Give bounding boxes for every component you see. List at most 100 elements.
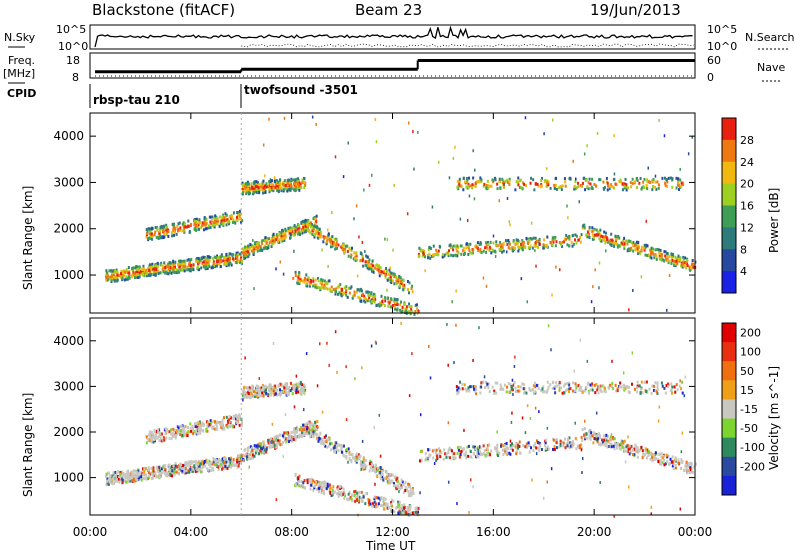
range-cell (369, 502, 372, 506)
range-cell (337, 284, 340, 288)
range-cell (121, 276, 124, 280)
range-cell (386, 473, 389, 477)
range-cell (347, 254, 350, 258)
range-cell (386, 296, 389, 300)
range-cell (504, 449, 507, 453)
range-cell (374, 118, 377, 122)
range-cell (370, 298, 373, 302)
range-cell (329, 240, 332, 244)
range-cell (116, 271, 119, 275)
range-cell (386, 506, 389, 510)
range-cell (267, 385, 270, 389)
range-cell (212, 265, 215, 269)
range-cell (270, 437, 273, 441)
range-cell (395, 478, 398, 482)
range-cell (151, 432, 154, 436)
range-cell (277, 438, 280, 442)
range-cell (251, 245, 254, 249)
range-cell (200, 257, 203, 261)
range-cell (356, 457, 359, 461)
range-cell (204, 464, 207, 468)
range-cell (626, 450, 629, 454)
range-cell (613, 441, 616, 445)
range-cell (238, 209, 241, 213)
range-cell (394, 302, 397, 306)
range-cell (346, 244, 349, 248)
range-cell (483, 182, 486, 186)
range-cell (414, 507, 417, 511)
range-cell (161, 225, 164, 229)
range-cell (412, 130, 414, 134)
range-cell (316, 480, 319, 484)
range-cell (572, 242, 575, 246)
range-cell (325, 438, 328, 442)
range-cell (381, 470, 384, 474)
range-cell (291, 387, 294, 391)
range-cell (228, 215, 231, 219)
range-cell (663, 458, 666, 462)
range-cell (265, 450, 268, 454)
range-cell (247, 456, 250, 460)
range-cell (324, 235, 327, 239)
range-cell (132, 469, 135, 473)
range-cell (612, 241, 615, 245)
range-cell (603, 187, 606, 191)
range-cell (283, 434, 286, 438)
range-cell (356, 288, 359, 292)
range-cell (233, 414, 236, 418)
range-cell (298, 278, 301, 282)
range-cell (536, 245, 539, 249)
colorbar-segment (722, 227, 736, 250)
range-cell (373, 495, 376, 499)
range-cell (232, 218, 235, 222)
range-cell (294, 274, 297, 278)
range-cell (245, 395, 248, 399)
range-cell (354, 252, 357, 256)
range-cell (485, 452, 488, 456)
range-cell (298, 188, 301, 192)
range-cell (465, 456, 468, 460)
range-cell (673, 263, 676, 267)
range-cell (303, 479, 306, 483)
range-cell (296, 430, 299, 434)
range-cell (163, 232, 166, 236)
range-cell (456, 244, 459, 248)
range-cell (380, 468, 383, 472)
range-cell (173, 263, 176, 267)
range-cell (235, 251, 238, 255)
range-cell (553, 187, 556, 191)
range-cell (196, 463, 199, 467)
range-cell (651, 248, 654, 252)
range-cell (290, 232, 292, 236)
range-cell (396, 298, 399, 302)
range-cell (198, 421, 201, 425)
range-cell (369, 466, 372, 470)
range-cell (257, 444, 260, 448)
range-cell (111, 269, 114, 273)
range-cell (502, 249, 505, 253)
range-cell (488, 184, 491, 188)
range-cell (260, 451, 263, 455)
range-cell (250, 446, 253, 450)
range-cell (194, 227, 197, 231)
range-cell (260, 187, 263, 191)
range-cell (173, 223, 176, 227)
range-cell (269, 182, 272, 186)
range-cell (236, 218, 239, 222)
range-cell (172, 259, 175, 263)
range-cell (342, 291, 345, 295)
range-cell (605, 249, 607, 253)
range-cell (362, 467, 365, 471)
range-cell (149, 270, 152, 274)
range-cell (368, 183, 371, 187)
range-cell (364, 300, 367, 304)
range-cell (240, 262, 243, 266)
range-cell (625, 239, 628, 243)
range-cell (171, 434, 174, 438)
range-cell (367, 498, 370, 502)
range-cell (215, 217, 218, 221)
range-cell (257, 186, 260, 190)
range-cell (329, 490, 332, 494)
range-cell (330, 289, 333, 293)
range-cell (306, 280, 309, 284)
